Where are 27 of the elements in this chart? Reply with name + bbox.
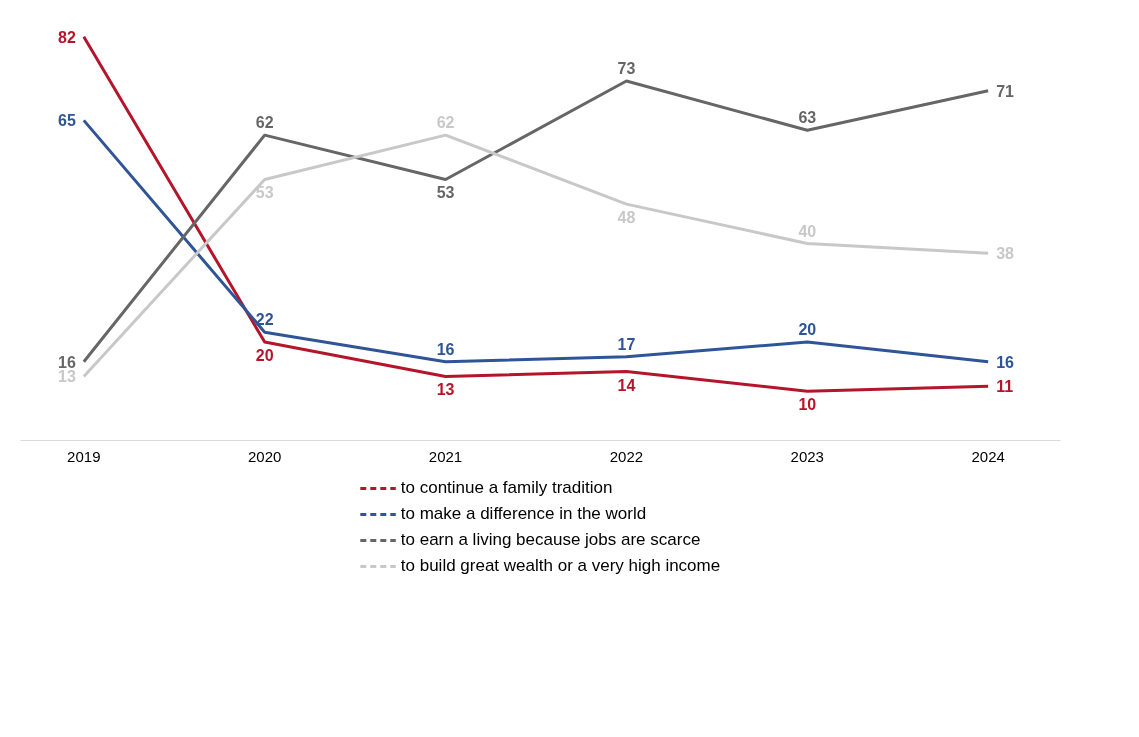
data-label: 53	[436, 184, 455, 202]
data-label: 20	[798, 321, 817, 338]
data-label: 62	[255, 114, 274, 132]
data-label: 16	[996, 353, 1015, 371]
data-label: 17	[617, 335, 636, 353]
data-label: 63	[798, 109, 817, 127]
x-tick-label: 2022	[609, 447, 644, 465]
data-label: 71	[996, 82, 1015, 100]
legend-label: to build great wealth or a very high income	[400, 555, 721, 576]
legend-label: to continue a family tradition	[400, 477, 613, 498]
x-tick-label: 2019	[67, 447, 101, 465]
x-tick-label: 2021	[428, 447, 463, 465]
x-tick-label: 2020	[247, 447, 282, 465]
data-label: 82	[58, 28, 76, 46]
legend-label: to make a difference in the world	[400, 503, 647, 524]
data-label: 16	[58, 353, 76, 371]
legend-label: to earn a living because jobs are scarce	[400, 529, 701, 550]
x-tick-label: 2023	[790, 447, 824, 465]
data-label: 73	[617, 59, 636, 77]
data-label: 20	[255, 347, 274, 364]
data-label: 10	[798, 396, 817, 414]
data-label: 65	[58, 112, 76, 130]
data-label: 14	[617, 376, 636, 394]
data-label: 13	[436, 381, 455, 399]
data-label: 11	[996, 378, 1014, 396]
x-tick-label: 2024	[971, 447, 1005, 465]
data-label: 16	[436, 340, 455, 358]
